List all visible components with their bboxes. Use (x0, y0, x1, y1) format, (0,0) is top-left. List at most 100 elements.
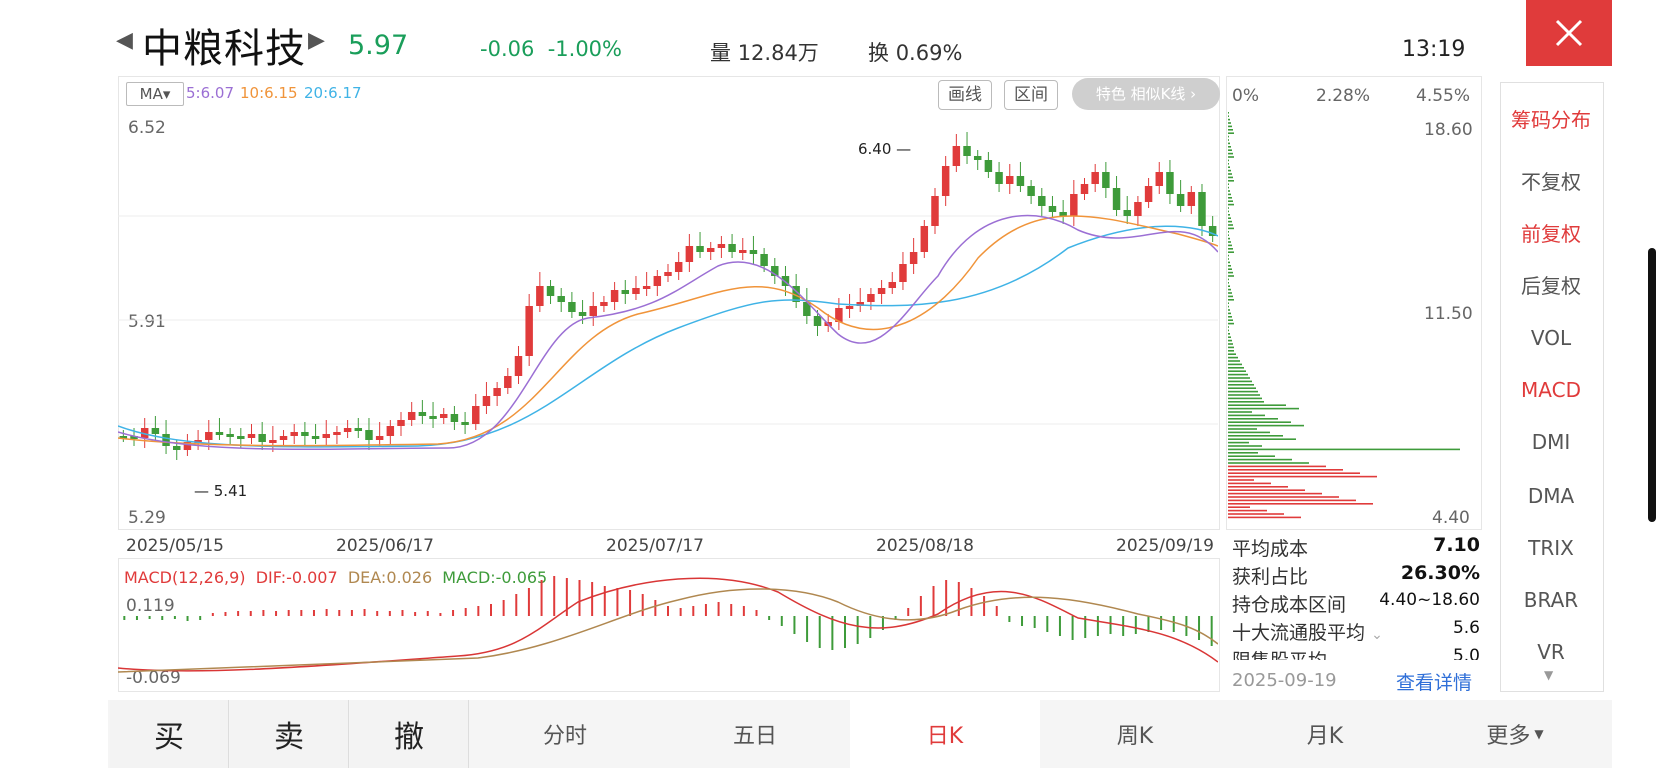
candle-body (771, 266, 779, 276)
candle-body (813, 316, 822, 326)
tab-more[interactable]: 更多 ▼ (1420, 700, 1610, 768)
chip-bar (1228, 112, 1229, 114)
menu-backward-adjust[interactable]: 后复权 (1521, 274, 1581, 298)
chip-bar (1228, 404, 1286, 406)
tab-daily-k[interactable]: 日K (850, 700, 1040, 768)
candle-body (301, 432, 309, 436)
date-label-2: 2025/06/17 (336, 536, 434, 556)
price-axis-mid: 5.91 (128, 312, 166, 332)
draw-line-button[interactable]: 画线 (938, 80, 992, 110)
candle-body (525, 306, 533, 356)
chip-bar (1228, 509, 1267, 512)
chip-bar (1228, 176, 1233, 179)
macd-axis-bottom: -0.069 (126, 668, 181, 688)
menu-no-adjust[interactable]: 不复权 (1521, 170, 1581, 194)
kline-chart-frame (118, 76, 1220, 530)
menu-macd[interactable]: MACD (1521, 378, 1581, 402)
candle-body (258, 434, 266, 442)
chip-bar (1228, 125, 1232, 128)
view-details-link[interactable]: 查看详情 (1396, 672, 1473, 694)
menu-vol[interactable]: VOL (1530, 326, 1572, 350)
tab-weekly-k[interactable]: 周K (1116, 724, 1154, 749)
scrollbar[interactable] (1648, 248, 1656, 522)
chip-bar (1228, 203, 1234, 206)
dif-line (118, 577, 1218, 672)
close-button[interactable] (1526, 0, 1612, 66)
candle-body (205, 432, 213, 440)
candle-body (1027, 186, 1035, 196)
chip-bar (1228, 139, 1229, 141)
change-value: -0.06 (480, 37, 535, 61)
candle-body (162, 434, 170, 446)
menu-trix[interactable]: TRIX (1528, 536, 1574, 560)
macd-title: MACD(12,26,9) (124, 568, 246, 587)
candle-body (600, 302, 608, 306)
menu-chip-distribution[interactable]: 筹码分布 (1511, 108, 1591, 132)
chip-bar (1228, 380, 1252, 383)
kline-chart[interactable]: 6.40 — — 5.41 (118, 76, 1218, 528)
tab-five-day[interactable]: 五日 (732, 724, 777, 749)
candle-body (760, 254, 768, 266)
menu-more-down-icon[interactable]: ▼ (1544, 668, 1554, 682)
menu-brar[interactable]: BRAR (1523, 588, 1579, 612)
chip-bar (1228, 265, 1231, 267)
candle-body (1048, 206, 1057, 212)
candle-body (1187, 192, 1196, 206)
buy-button[interactable]: 买 (110, 700, 229, 768)
chip-bar (1228, 506, 1250, 508)
chip-price-mid: 11.50 (1424, 304, 1473, 324)
tab-monthly-k[interactable]: 月K (1306, 724, 1344, 749)
candle-body (279, 436, 288, 440)
candle-body (536, 286, 544, 306)
chip-bar (1228, 132, 1234, 134)
candle-body (867, 294, 875, 302)
candle-body (781, 276, 790, 286)
candle-body (845, 306, 854, 309)
candle-body (247, 434, 256, 438)
chip-bar (1228, 237, 1230, 240)
candlesticks (119, 132, 1217, 460)
candle-body (183, 442, 192, 450)
sell-button[interactable]: 卖 (230, 700, 349, 768)
top10-holders-label[interactable]: 十大流通股平均 ⌄ (1232, 618, 1383, 645)
chip-bar (1228, 360, 1240, 362)
chip-bar (1228, 156, 1234, 158)
chip-bar (1228, 122, 1231, 124)
menu-dma[interactable]: DMA (1527, 484, 1575, 508)
chip-bar (1228, 441, 1249, 444)
next-stock-icon[interactable]: ▶ (308, 28, 325, 53)
candle-body (1198, 192, 1206, 226)
chip-bar (1228, 499, 1356, 502)
similar-kline-button[interactable]: 特色 相似K线 › (1072, 78, 1220, 110)
chip-price-high: 18.60 (1424, 120, 1473, 140)
candle-body (621, 290, 630, 294)
chip-bar (1228, 339, 1232, 342)
menu-forward-adjust[interactable]: 前复权 (1521, 222, 1581, 246)
interval-button[interactable]: 区间 (1004, 80, 1058, 110)
chip-bar (1228, 149, 1232, 151)
menu-dmi[interactable]: DMI (1531, 430, 1571, 454)
chip-bar (1228, 183, 1229, 185)
chip-bar (1228, 475, 1377, 478)
candle-body (706, 248, 715, 252)
chip-bar (1228, 486, 1288, 488)
chip-bar (1228, 492, 1322, 495)
chip-bar (1228, 146, 1231, 148)
prev-stock-icon[interactable]: ◀ (116, 28, 133, 53)
chip-bar (1228, 254, 1229, 257)
tab-intraday[interactable]: 分时 (542, 724, 587, 749)
menu-vr[interactable]: VR (1537, 640, 1565, 664)
ma-selector[interactable]: MA▾ (126, 82, 184, 106)
macd-chart[interactable] (118, 558, 1218, 690)
chip-bar (1228, 231, 1229, 233)
chip-bar (1228, 431, 1270, 434)
chip-bar (1228, 275, 1234, 277)
cancel-order-button[interactable]: 撤 (350, 700, 469, 768)
ma5-line (118, 214, 1218, 451)
candle-body (568, 302, 576, 312)
chip-chart-frame (1226, 76, 1482, 530)
candle-body (472, 406, 480, 424)
chip-bar (1228, 346, 1234, 349)
candle-body (973, 156, 982, 160)
chevron-down-icon: ▼ (1534, 727, 1544, 741)
